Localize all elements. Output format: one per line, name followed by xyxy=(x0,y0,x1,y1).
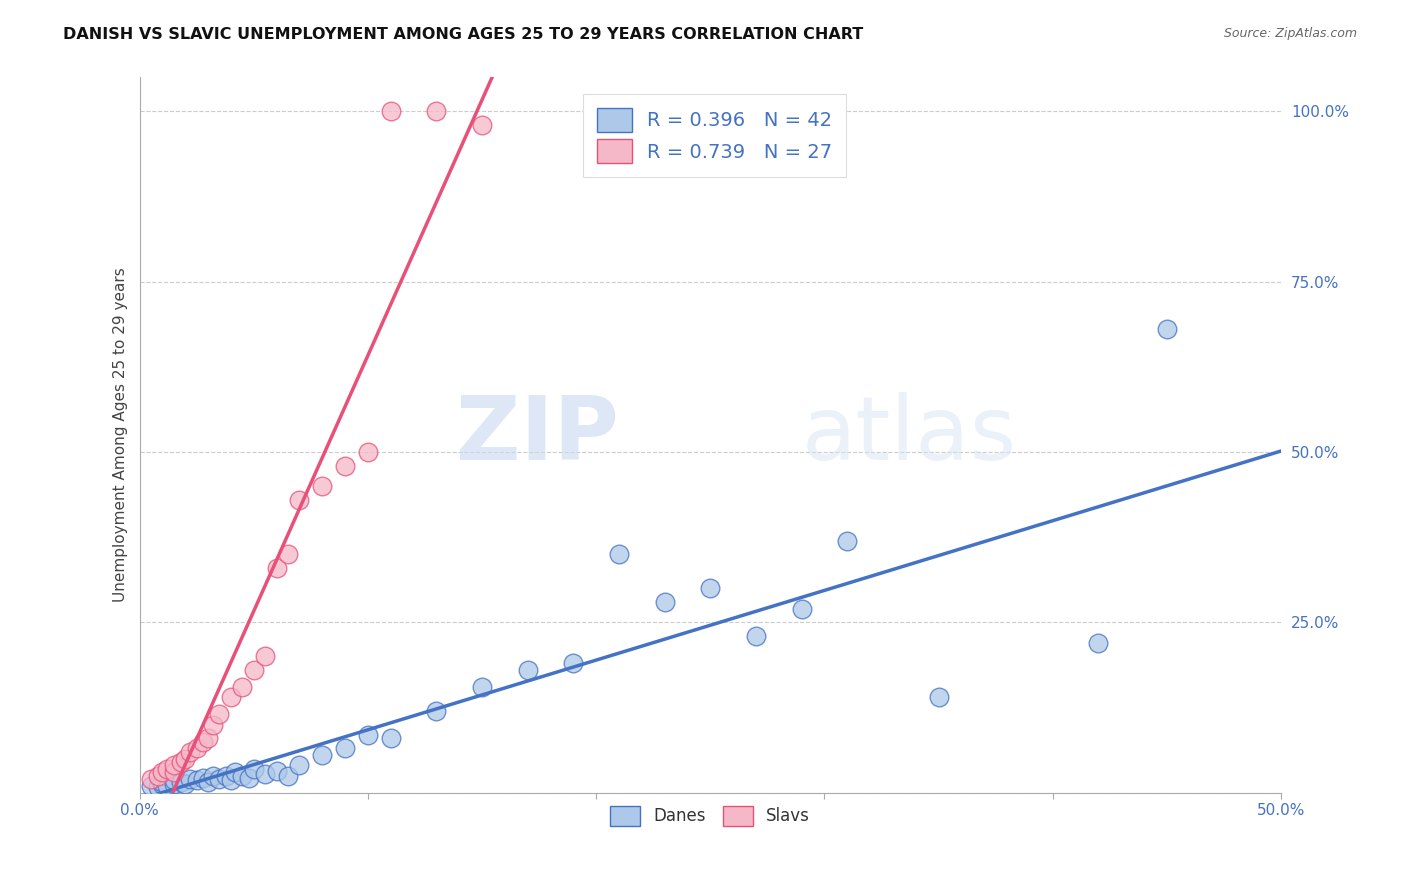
Point xyxy=(288,758,311,772)
Point xyxy=(150,775,173,789)
Point xyxy=(197,731,219,746)
Point xyxy=(219,773,242,788)
Point xyxy=(333,741,356,756)
Point xyxy=(193,734,215,748)
Point xyxy=(1087,636,1109,650)
Text: atlas: atlas xyxy=(801,392,1017,478)
Point xyxy=(150,777,173,791)
Point xyxy=(242,762,264,776)
Point xyxy=(562,657,585,671)
Point xyxy=(174,751,197,765)
Point xyxy=(163,773,186,788)
Point xyxy=(266,764,288,778)
Point xyxy=(146,769,169,783)
Point xyxy=(699,582,721,596)
Point xyxy=(163,758,186,772)
Point xyxy=(208,772,231,786)
Point xyxy=(242,663,264,677)
Legend: Danes, Slavs: Danes, Slavs xyxy=(602,797,818,834)
Point xyxy=(333,458,356,473)
Point xyxy=(277,769,299,783)
Point xyxy=(425,704,447,718)
Text: Source: ZipAtlas.com: Source: ZipAtlas.com xyxy=(1223,27,1357,40)
Point xyxy=(311,748,333,763)
Point xyxy=(186,741,208,756)
Point xyxy=(516,663,538,677)
Point xyxy=(231,680,253,694)
Point xyxy=(266,561,288,575)
Point xyxy=(201,717,224,731)
Point xyxy=(790,601,813,615)
Point xyxy=(288,492,311,507)
Point xyxy=(197,775,219,789)
Point xyxy=(380,731,402,746)
Point xyxy=(277,547,299,561)
Point xyxy=(179,745,201,759)
Point xyxy=(471,680,494,694)
Point xyxy=(215,769,238,783)
Point xyxy=(1156,322,1178,336)
Point xyxy=(169,755,191,769)
Point xyxy=(928,690,950,705)
Text: ZIP: ZIP xyxy=(456,392,619,478)
Point xyxy=(219,690,242,705)
Point xyxy=(169,775,191,789)
Point xyxy=(745,629,768,643)
Point xyxy=(238,771,260,785)
Point xyxy=(186,773,208,788)
Point xyxy=(607,547,630,561)
Point xyxy=(654,595,676,609)
Y-axis label: Unemployment Among Ages 25 to 29 years: Unemployment Among Ages 25 to 29 years xyxy=(114,268,128,602)
Point xyxy=(357,728,380,742)
Point xyxy=(163,765,186,780)
Point xyxy=(146,780,169,795)
Point xyxy=(357,445,380,459)
Point xyxy=(254,649,277,664)
Point xyxy=(380,104,402,119)
Point xyxy=(471,118,494,132)
Text: DANISH VS SLAVIC UNEMPLOYMENT AMONG AGES 25 TO 29 YEARS CORRELATION CHART: DANISH VS SLAVIC UNEMPLOYMENT AMONG AGES… xyxy=(63,27,863,42)
Point xyxy=(139,772,162,786)
Point xyxy=(201,769,224,783)
Point xyxy=(208,707,231,722)
Point xyxy=(179,772,201,786)
Point xyxy=(224,765,246,780)
Point xyxy=(231,769,253,783)
Point xyxy=(193,771,215,785)
Point xyxy=(150,765,173,780)
Point xyxy=(254,766,277,780)
Point xyxy=(837,533,859,548)
Point xyxy=(156,762,179,776)
Point xyxy=(163,777,186,791)
Point xyxy=(311,479,333,493)
Point xyxy=(174,777,197,791)
Point xyxy=(139,779,162,793)
Point xyxy=(156,779,179,793)
Point xyxy=(425,104,447,119)
